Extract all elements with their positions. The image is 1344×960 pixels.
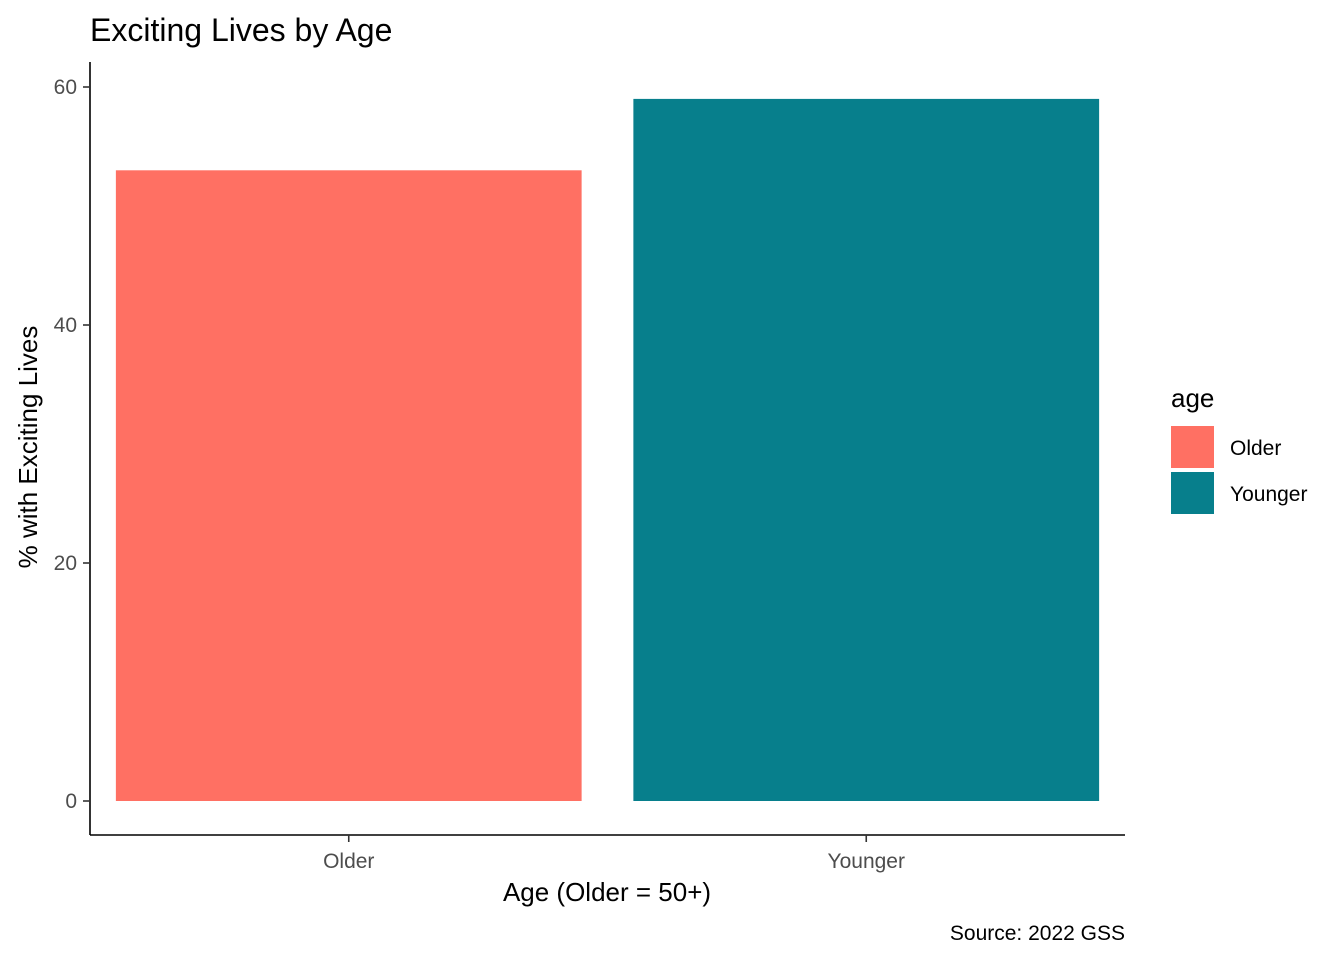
legend-items: Older Younger (1171, 426, 1307, 514)
x-axis-ticks: Older Younger (323, 835, 905, 873)
bar-older (115, 170, 582, 802)
y-axis-title: % with Exciting Lives (13, 326, 43, 569)
legend: age Older Younger (1171, 383, 1307, 514)
y-tick-label: 60 (54, 76, 77, 99)
x-axis-title: Age (Older = 50+) (503, 877, 711, 907)
source-caption: Source: 2022 GSS (950, 922, 1125, 945)
y-tick-label: 40 (54, 314, 77, 337)
x-tick-label: Older (323, 850, 374, 873)
bars-group (115, 98, 1100, 802)
y-tick-label: 0 (65, 790, 77, 813)
y-tick-label: 20 (54, 552, 77, 575)
plot-area: 0 20 40 60 Older Younger (54, 62, 1125, 873)
bar-younger (633, 98, 1100, 801)
chart-title: Exciting Lives by Age (90, 12, 392, 48)
y-axis-ticks: 0 20 40 60 (54, 76, 90, 813)
legend-label-younger: Younger (1230, 483, 1307, 506)
legend-label-older: Older (1230, 437, 1281, 460)
legend-key-older (1171, 426, 1214, 468)
legend-title: age (1171, 383, 1214, 413)
legend-key-younger (1171, 472, 1214, 514)
x-tick-label: Younger (828, 850, 905, 873)
